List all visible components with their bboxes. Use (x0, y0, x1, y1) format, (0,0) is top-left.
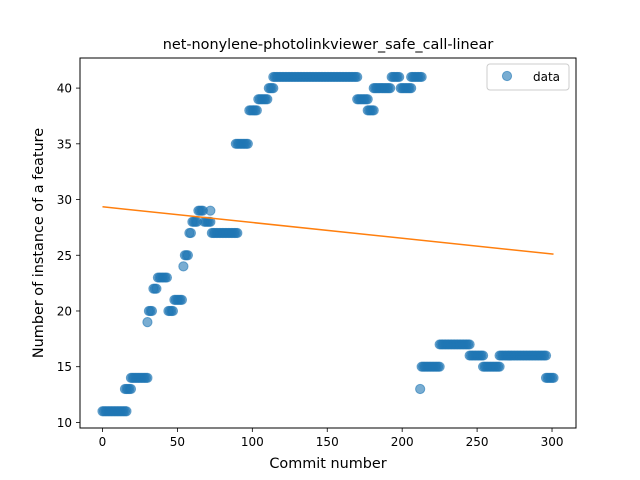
data-point (394, 71, 405, 83)
y-axis-label: Number of instance of a feature (31, 128, 47, 358)
data-point (368, 105, 379, 116)
x-axis-label: Commit number (269, 456, 386, 472)
data-point (434, 361, 445, 372)
data-point (268, 82, 279, 94)
legend-label-data: data (533, 70, 560, 84)
y-tick-label: 20 (57, 304, 72, 318)
chart-title: net-nonylene-photolinkviewer_safe_call-l… (163, 37, 494, 53)
x-tick-label: 100 (241, 435, 264, 449)
x-tick-label: 50 (170, 435, 185, 449)
data-point (205, 216, 216, 227)
data-point (494, 361, 505, 372)
plot-frame (79, 57, 577, 429)
x-tick-label: 150 (316, 435, 339, 449)
data-point (415, 383, 426, 395)
data-point (176, 294, 187, 305)
data-point (262, 94, 273, 105)
y-tick-label: 30 (57, 193, 72, 207)
data-point (406, 82, 417, 94)
scatter-points-group (97, 71, 559, 417)
data-point (242, 138, 253, 149)
data-point (205, 205, 216, 216)
legend-marker-data (501, 70, 513, 82)
data-point (178, 261, 189, 272)
fit-line (102, 206, 554, 255)
y-tick-label: 10 (57, 416, 72, 430)
data-point (232, 227, 243, 239)
y-axis-ticks: 10 15 20 25 30 35 40 (57, 82, 80, 430)
data-point (464, 339, 475, 350)
fit-line-group (102, 206, 554, 255)
data-point (540, 350, 552, 361)
y-tick-label: 25 (57, 249, 72, 263)
data-point (121, 406, 132, 417)
y-tick-label: 15 (57, 360, 72, 374)
data-point (352, 71, 363, 83)
x-tick-label: 300 (541, 435, 564, 449)
data-point (416, 71, 427, 83)
data-point (251, 105, 262, 116)
data-point (548, 372, 559, 383)
data-point (167, 305, 179, 317)
y-tick-label: 35 (57, 137, 72, 151)
data-point (146, 305, 158, 317)
data-point (151, 283, 162, 294)
x-tick-label: 200 (391, 435, 414, 449)
x-axis-ticks: 0 50 100 150 200 250 300 (99, 428, 564, 449)
data-point (477, 350, 489, 361)
data-point (385, 82, 396, 94)
data-point (182, 250, 193, 261)
data-point (185, 227, 196, 239)
x-tick-label: 250 (466, 435, 489, 449)
x-tick-label: 0 (99, 435, 107, 449)
data-point (142, 372, 153, 383)
legend-box (486, 63, 570, 91)
legend: data (486, 63, 570, 91)
data-point (142, 317, 153, 328)
data-point (161, 272, 173, 283)
data-point (125, 383, 137, 395)
y-tick-label: 40 (57, 82, 72, 96)
data-point (362, 94, 373, 105)
